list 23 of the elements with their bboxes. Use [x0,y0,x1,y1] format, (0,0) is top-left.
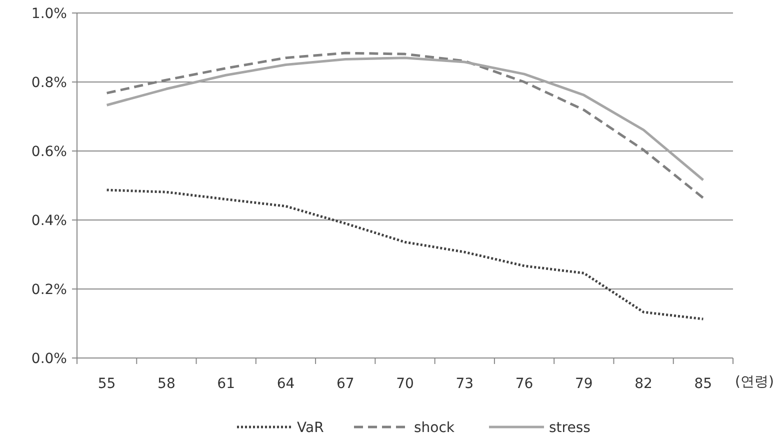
x-tick-label: 73 [456,376,474,392]
line-series [106,188,704,320]
y-tick-label: 0.4% [31,213,67,229]
x-tick-label: 67 [336,376,354,392]
x-tick-label: 82 [634,376,652,392]
y-tick-label: 0.8% [31,75,67,91]
y-tick-label: 1.0% [31,6,67,22]
x-tick-label: 85 [694,376,712,392]
x-tick-label: 79 [574,376,593,392]
legend-label: stress [549,420,590,436]
y-tick-label: 0.6% [31,144,67,160]
x-tick-label: 76 [515,376,534,392]
x-axis-title: (연령) [735,374,774,390]
y-tick-label: 0.0% [31,351,67,367]
x-tick-label: 55 [98,376,116,392]
x-tick-label: 58 [158,376,176,392]
y-tick-label: 0.2% [31,282,67,298]
legend-label: VaR [297,420,324,436]
x-tick-label: 64 [276,376,295,392]
x-tick-label: 70 [396,376,414,392]
legend-label: shock [414,420,456,436]
x-tick-label: 61 [217,376,236,392]
line-series [106,56,704,182]
